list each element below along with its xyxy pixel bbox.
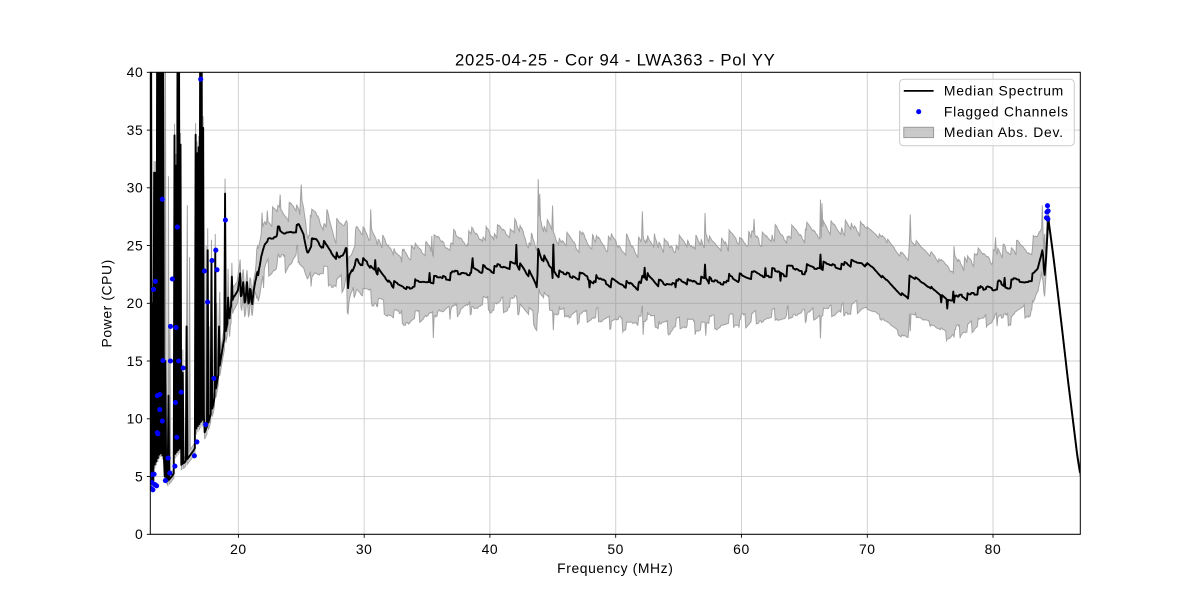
svg-text:40: 40 (482, 541, 499, 557)
svg-text:10: 10 (127, 411, 144, 427)
svg-text:Median Spectrum: Median Spectrum (944, 83, 1064, 99)
svg-text:20: 20 (230, 541, 247, 557)
svg-text:50: 50 (607, 541, 624, 557)
svg-text:30: 30 (356, 541, 373, 557)
svg-text:5: 5 (135, 468, 143, 484)
svg-text:30: 30 (127, 180, 144, 196)
svg-text:Flagged Channels: Flagged Channels (944, 103, 1069, 119)
svg-text:Median Abs. Dev.: Median Abs. Dev. (944, 124, 1064, 140)
svg-text:20: 20 (127, 295, 144, 311)
svg-text:0: 0 (135, 526, 143, 542)
svg-text:60: 60 (733, 541, 750, 557)
svg-text:25: 25 (127, 237, 144, 253)
svg-text:15: 15 (127, 353, 144, 369)
svg-text:Power (CPU): Power (CPU) (99, 259, 115, 347)
svg-text:2025-04-25 - Cor 94 - LWA363 -: 2025-04-25 - Cor 94 - LWA363 - Pol YY (455, 51, 776, 70)
svg-text:70: 70 (859, 541, 876, 557)
svg-text:35: 35 (127, 122, 144, 138)
svg-text:Frequency (MHz): Frequency (MHz) (557, 560, 673, 576)
svg-text:80: 80 (985, 541, 1002, 557)
svg-text:40: 40 (127, 64, 144, 80)
